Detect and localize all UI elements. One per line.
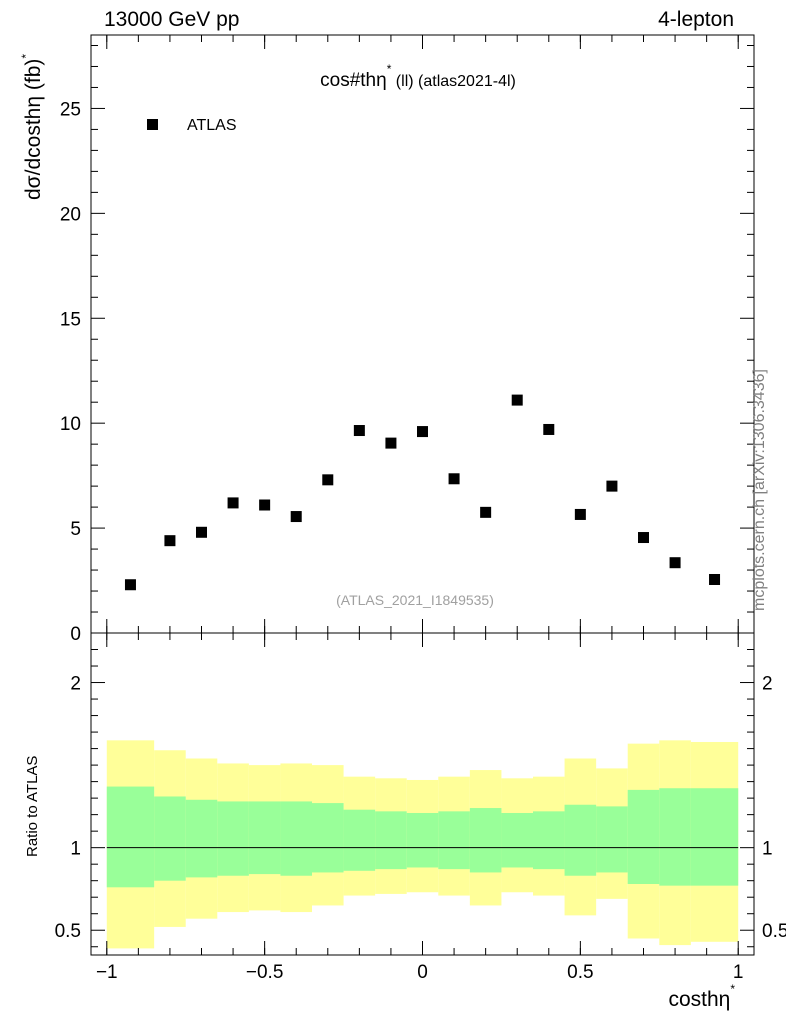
data-point — [322, 474, 334, 486]
inner-band-bin — [564, 804, 597, 876]
x-axis-label-main: costhη — [668, 988, 730, 1011]
data-point — [353, 425, 365, 437]
data-point — [124, 579, 136, 591]
data-point — [511, 394, 523, 406]
inner-band-bin — [469, 808, 502, 873]
inner-band-bin — [406, 812, 439, 868]
ratio-tick-label-right: 1 — [762, 839, 773, 860]
x-tick-label: 0 — [417, 962, 428, 983]
analysis-label: (ATLAS_2021_I1849535) — [336, 592, 494, 608]
data-point — [164, 535, 176, 547]
inner-band-bin — [217, 801, 249, 876]
data-points — [124, 394, 721, 591]
y-tick-label: 10 — [60, 414, 81, 435]
y-tick-label: 20 — [60, 204, 81, 225]
x-axis-label: costhη* — [668, 982, 735, 1011]
y-axis-label-main: dσ/dcosthη (fb) — [22, 59, 45, 200]
legend-label: ATLAS — [187, 117, 237, 134]
inner-band-bin — [659, 788, 691, 886]
inner-band-bin — [438, 811, 470, 870]
inner-band-bin — [106, 786, 155, 888]
title-main: cos#thη — [320, 70, 387, 91]
inner-band-bin — [501, 812, 533, 868]
y-axis-label: dσ/dcosthη (fb)* — [19, 54, 45, 200]
ratio-tick-label: 0.5 — [55, 921, 81, 942]
data-point — [669, 557, 681, 569]
data-point — [543, 423, 555, 435]
inner-band-bin — [343, 809, 376, 871]
data-point — [606, 480, 618, 492]
data-point — [480, 506, 492, 518]
inner-band-bin — [627, 789, 660, 884]
ratio-axis-label: Ratio to ATLAS — [24, 756, 41, 857]
data-point — [385, 437, 397, 449]
inner-band-bin — [185, 799, 218, 878]
y-tick-label: 0 — [70, 624, 81, 645]
inner-band-bin — [533, 811, 565, 870]
legend-marker — [147, 119, 158, 130]
ratio-bands — [106, 740, 739, 949]
data-point — [709, 573, 721, 585]
inner-band-bin — [248, 801, 281, 875]
inner-band-bin — [596, 806, 628, 873]
title-sup: * — [387, 62, 392, 76]
x-tick-label: 0.5 — [567, 962, 593, 983]
x-tick-label: −0.5 — [246, 962, 284, 983]
ratio-tick-label-right: 2 — [762, 674, 773, 695]
watermark: mcplots.cern.ch [arXiv:1306.3436] — [751, 369, 768, 611]
ratio-tick-label: 1 — [70, 839, 81, 860]
inner-band-bin — [280, 801, 312, 876]
y-tick-label: 5 — [70, 519, 81, 540]
bottom-frame — [90, 632, 755, 956]
ratio-tick-label-right: 0.5 — [762, 921, 786, 942]
inner-band-bin — [154, 796, 186, 881]
inner-band-bin — [375, 811, 407, 870]
data-point — [259, 499, 271, 511]
data-point — [290, 511, 302, 523]
inner-band-bin — [690, 788, 739, 886]
ratio-tick-label: 2 — [70, 674, 81, 695]
data-point — [448, 473, 460, 485]
data-point — [196, 526, 207, 538]
data-point — [574, 508, 586, 520]
axis-ticks — [91, 35, 754, 955]
plot-title: cos#thη* (ll) (atlas2021-4l) — [320, 62, 516, 91]
x-axis-label-sup: * — [730, 982, 735, 996]
inner-band-bin — [312, 803, 344, 873]
process-label: 4-lepton — [658, 8, 734, 31]
data-point — [638, 532, 649, 544]
y-tick-label: 15 — [60, 309, 81, 330]
title-tail: (ll) (atlas2021-4l) — [391, 73, 515, 90]
y-tick-label: 25 — [60, 99, 81, 120]
energy-label: 13000 GeV pp — [104, 8, 240, 31]
y-axis-label-sup: * — [19, 54, 33, 59]
x-tick-label: −1 — [96, 962, 118, 983]
x-tick-label: 1 — [733, 962, 744, 983]
data-point — [227, 497, 239, 509]
data-point — [417, 426, 428, 438]
